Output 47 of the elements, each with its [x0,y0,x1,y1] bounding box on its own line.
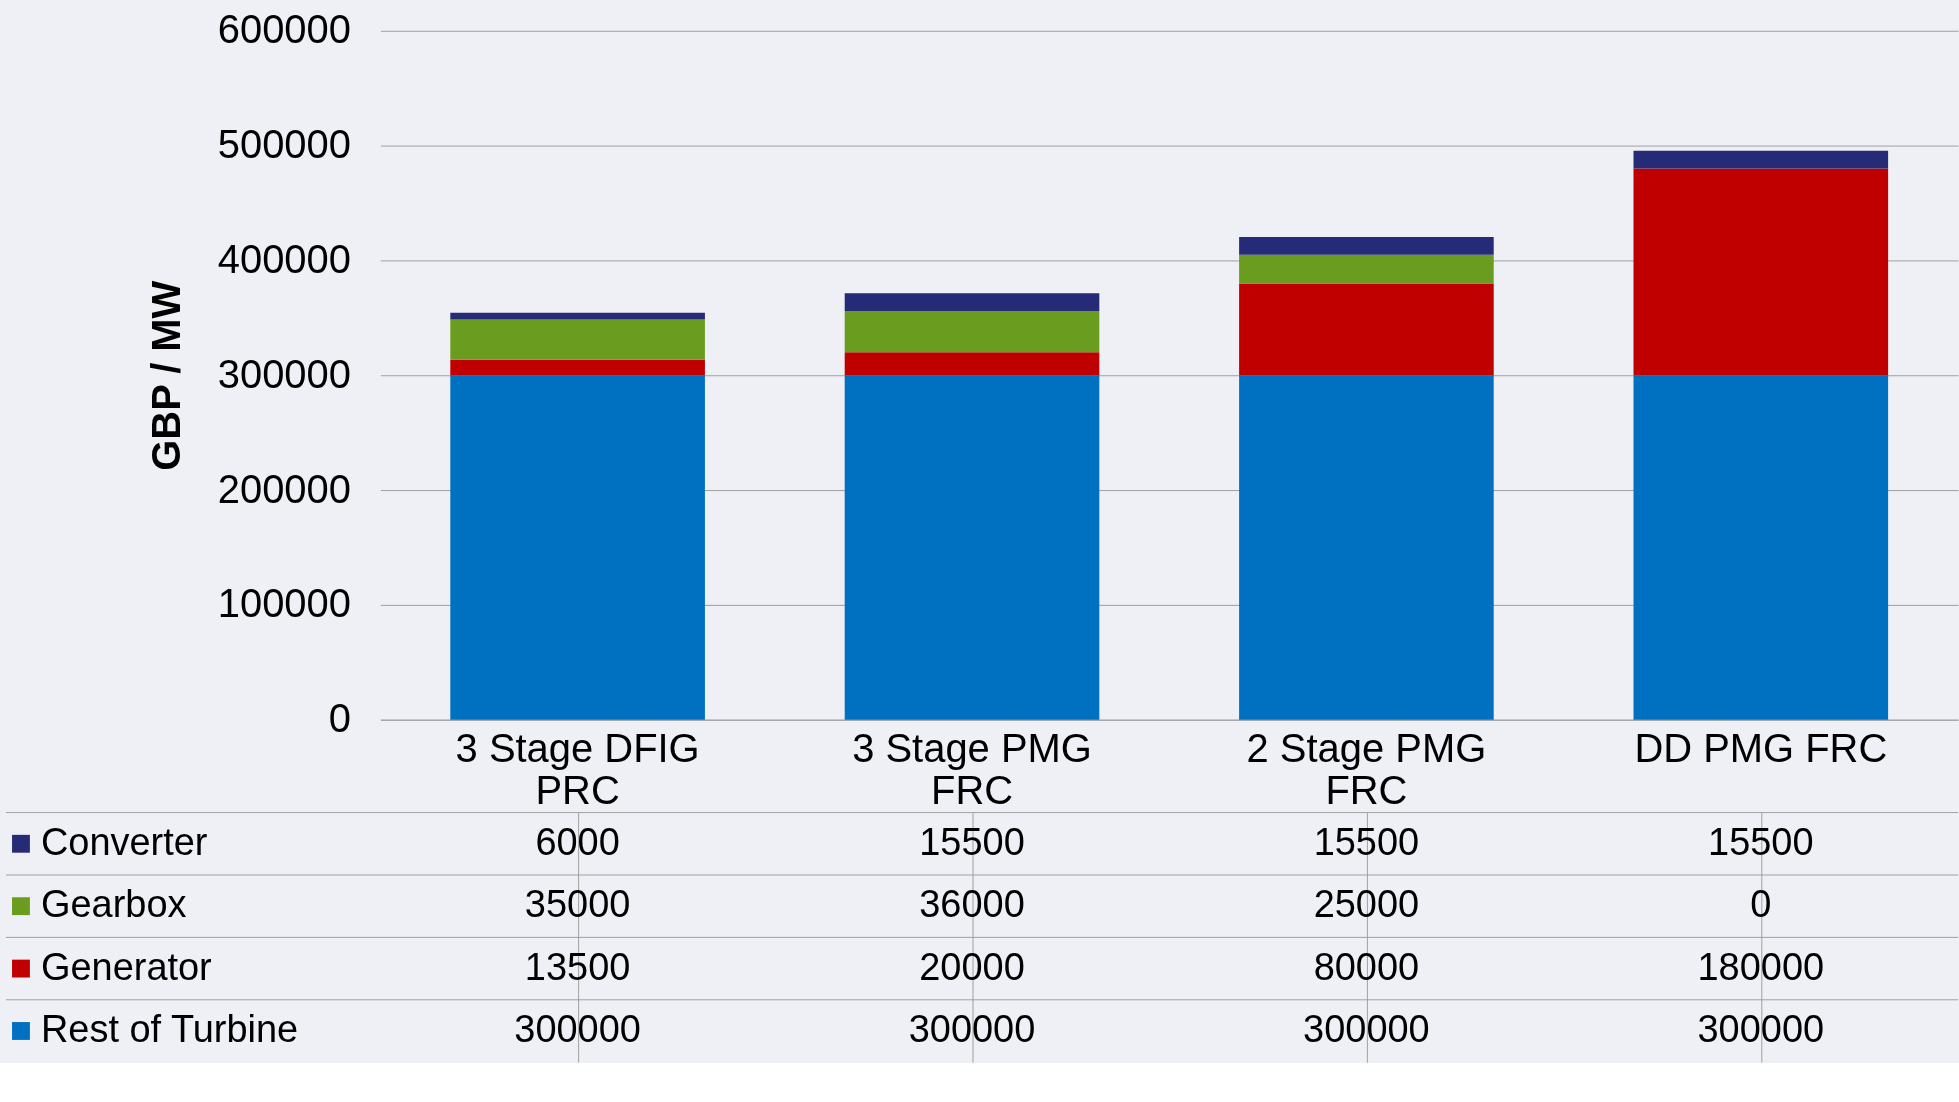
x-tick-label: 3 Stage PMG FRC [852,726,1092,813]
legend-label: Converter [40,820,208,863]
bar [450,359,705,376]
y-tick-label: 100000 [217,581,351,626]
bar [1239,236,1494,255]
data-label: 15500 [1313,820,1420,863]
bar [844,310,1100,353]
x-tick-label: 3 Stage DFIG PRC [455,726,700,813]
y-tick-label: 200000 [217,466,351,511]
bar [1633,168,1889,376]
bar [450,319,705,360]
x-tick-label: 2 Stage PMG FRC [1246,726,1487,813]
y-tick-label: 0 [328,696,351,741]
bar [450,375,705,720]
data-label: 300000 [514,1007,641,1050]
data-label: 20000 [919,945,1025,988]
x-tick-label: DD PMG FRC [1634,726,1888,771]
data-label: 15500 [919,820,1025,863]
y-tick-label: 600000 [217,7,351,52]
data-label: 0 [1750,883,1772,926]
data-label: 6000 [535,820,620,863]
bar [1633,375,1889,720]
data-label: 25000 [1313,883,1420,926]
data-label: 300000 [1303,1007,1430,1050]
legend-label: Generator [40,945,212,988]
data-label: 35000 [524,883,631,926]
bar [844,293,1100,311]
data-label: 36000 [919,883,1025,926]
data-label: 15500 [1708,820,1814,863]
bar [844,352,1100,376]
bar [844,375,1100,720]
y-tick-label: 400000 [217,236,351,281]
data-label: 13500 [524,945,631,988]
y-tick-label: 500000 [217,122,351,167]
bar [1633,150,1889,169]
y-axis-title: GBP / MW [143,280,188,471]
bar [1239,375,1494,720]
legend-label: Gearbox [40,883,187,926]
data-label: 300000 [1697,1007,1825,1050]
data-label: 80000 [1313,945,1420,988]
legend-label: Rest of Turbine [40,1007,299,1050]
y-tick-label: 300000 [217,351,351,396]
bar [1239,254,1494,284]
data-label: 180000 [1697,945,1825,988]
bar [1239,283,1494,376]
data-label: 300000 [908,1007,1036,1050]
bar [450,312,705,320]
